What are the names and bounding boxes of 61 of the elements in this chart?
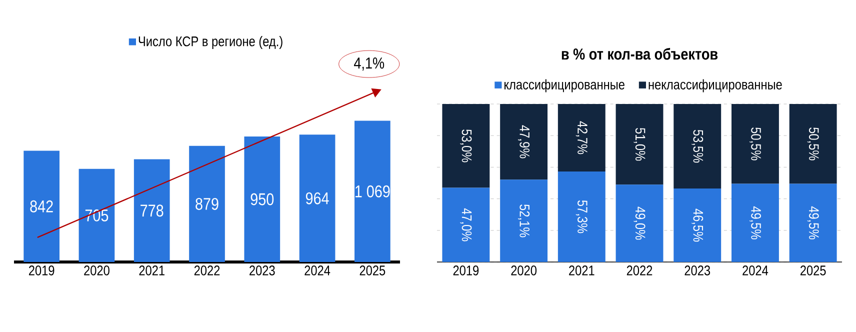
- bar: [442, 104, 490, 188]
- bar: [674, 188, 722, 262]
- bar: [500, 104, 548, 180]
- data-label: 47,9%: [518, 125, 530, 158]
- x-tick-label: 2023: [250, 266, 275, 276]
- x-tick-label: 2021: [139, 266, 164, 276]
- bar: [674, 104, 722, 189]
- bar: [244, 136, 280, 262]
- bar: [134, 159, 170, 262]
- data-label: 1 069: [356, 185, 390, 198]
- data-label: 842: [30, 200, 53, 212]
- legend-label: классифицированные: [504, 79, 624, 92]
- data-label: 57,3%: [576, 200, 588, 234]
- bar: [78, 168, 115, 262]
- data-label: 47,0%: [460, 208, 472, 242]
- x-tick-label: 2020: [511, 266, 537, 276]
- data-label: 778: [140, 204, 164, 217]
- data-label: 950: [250, 193, 274, 206]
- bar: [558, 104, 606, 172]
- bar: [558, 171, 606, 262]
- x-tick-label: 2021: [569, 266, 594, 276]
- chart-title: в % от кол-ва объектов: [562, 48, 718, 60]
- x-tick-label: 2024: [742, 266, 768, 276]
- x-tick-label: 2019: [28, 266, 54, 276]
- legend-label: неклассифицированные: [648, 79, 782, 92]
- data-label: 49,0%: [634, 206, 646, 240]
- bar: [616, 184, 664, 262]
- bar: [354, 120, 390, 262]
- data-label: 49,5%: [749, 206, 761, 240]
- x-tick-label: 2020: [84, 266, 110, 276]
- bar: [24, 150, 60, 262]
- x-tick-label: 2024: [304, 266, 330, 276]
- bar: [616, 104, 664, 185]
- bar: [500, 180, 548, 262]
- x-tick-label: 2022: [194, 266, 220, 276]
- bar: [789, 184, 837, 262]
- data-label: 46,5%: [692, 208, 704, 242]
- data-label: 50,5%: [807, 128, 819, 160]
- legend-label: Число КСР в регионе (ед.): [138, 36, 282, 50]
- x-tick-label: 2023: [684, 266, 710, 276]
- x-tick-label: 2019: [453, 266, 479, 276]
- bar: [299, 134, 336, 262]
- bar: [732, 104, 779, 184]
- data-label: 42,7%: [576, 121, 588, 154]
- bar: [442, 188, 490, 262]
- x-tick-label: 2025: [800, 266, 826, 276]
- data-label: 50,5%: [749, 128, 761, 160]
- data-label: 964: [306, 192, 329, 204]
- data-label: 49,5%: [807, 206, 819, 240]
- data-label: 52,1%: [518, 204, 530, 238]
- data-label: 705: [85, 209, 108, 222]
- data-label: 879: [196, 198, 218, 210]
- data-label: 53,5%: [692, 130, 704, 163]
- data-label: 51,0%: [634, 128, 646, 161]
- bar: [732, 184, 779, 262]
- data-label: 53,0%: [460, 130, 472, 162]
- bar: [189, 146, 225, 262]
- bar: [789, 104, 837, 184]
- text: 4,1%: [354, 57, 384, 71]
- x-tick-label: 2025: [360, 266, 386, 276]
- x-tick-label: 2022: [626, 266, 652, 276]
